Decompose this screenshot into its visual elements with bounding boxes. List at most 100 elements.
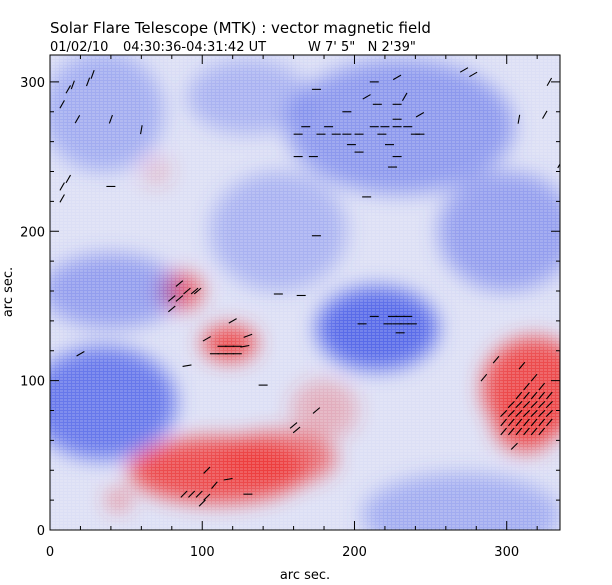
x-tick-label: 0 [46, 545, 54, 560]
vector-segment-36 [530, 391, 538, 400]
vector-segment-16 [507, 418, 515, 427]
vector-segment-27 [545, 409, 553, 418]
vector-segment-64 [167, 305, 176, 313]
vector-segment-39 [523, 382, 530, 391]
plot-frame [49, 54, 561, 531]
vector-segment-20 [538, 418, 546, 427]
x-tick-label: 300 [494, 545, 519, 560]
subtitle-time: 04:30:36-04:31:42 UT [123, 40, 266, 55]
vector-segment-5 [223, 477, 233, 481]
vector-segment-18 [523, 418, 530, 427]
vector-segment-32 [538, 400, 546, 409]
vector-segment-133 [312, 407, 321, 414]
vector-segment-114 [65, 85, 71, 94]
vector-segment-31 [530, 400, 538, 409]
plot-area [50, 55, 560, 530]
vector-segment-126 [542, 110, 548, 119]
y-tick-label: 300 [20, 76, 45, 91]
vector-segment-33 [545, 400, 553, 409]
vector-segment-24 [522, 409, 531, 418]
vector-segment-58 [182, 364, 192, 368]
vector-segment-44 [492, 355, 500, 364]
vector-segment-124 [459, 67, 469, 73]
y-tick-label: 200 [20, 225, 45, 240]
vector-segment-25 [530, 409, 538, 418]
vector-segment-4 [211, 481, 218, 489]
vector-segment-12 [523, 427, 530, 436]
vector-segment-45 [480, 373, 488, 382]
vector-segment-29 [515, 400, 523, 409]
vector-segment-121 [108, 114, 113, 124]
vector-segment-128 [557, 162, 560, 169]
vector-segment-38 [546, 391, 553, 400]
vector-segment-37 [538, 391, 546, 400]
vector-segment-26 [538, 409, 546, 418]
vector-segment-23 [515, 409, 523, 418]
vector-segment-35 [523, 391, 530, 400]
vector-segment-104 [392, 74, 402, 81]
vector-segment-43 [518, 361, 526, 370]
x-tick-label: 200 [342, 545, 367, 560]
vector-segment-118 [59, 194, 65, 203]
chart-title: Solar Flare Telescope (MTK) : vector mag… [50, 19, 431, 37]
vector-segment-2 [195, 490, 203, 498]
vector-segment-131 [292, 426, 301, 434]
vector-segment-97 [362, 94, 371, 100]
vector-segment-57 [202, 336, 211, 342]
vector-segment-111 [86, 77, 91, 87]
vector-segment-19 [530, 418, 538, 427]
vector-segment-130 [289, 422, 298, 429]
vector-field [59, 67, 560, 507]
vector-segment-59 [167, 295, 176, 302]
vector-segment-56 [228, 318, 237, 324]
vector-segment-9 [500, 427, 507, 436]
vector-segment-42 [510, 442, 518, 450]
vector-segment-1 [188, 490, 196, 498]
vector-segment-116 [59, 182, 65, 191]
vector-segment-8 [198, 499, 206, 507]
vector-segment-34 [515, 391, 523, 400]
vector-segment-7 [203, 466, 211, 474]
x-axis-label: arc sec. [280, 568, 330, 583]
vector-segment-15 [500, 418, 507, 427]
x-tick-label: 100 [190, 545, 215, 560]
vector-segment-112 [90, 70, 95, 79]
vector-segment-113 [70, 80, 75, 90]
vector-segment-0 [180, 490, 188, 498]
vector-segment-10 [507, 427, 515, 436]
vector-segment-54 [240, 344, 250, 348]
subtitle-date: 01/02/10 [50, 40, 108, 55]
vector-segment-129 [517, 114, 521, 124]
vector-segment-22 [507, 409, 515, 418]
vector-segment-3 [203, 493, 211, 501]
vector-segment-122 [76, 351, 85, 357]
vector-segment-17 [515, 418, 523, 427]
vector-segment-11 [515, 427, 523, 436]
vector-segment-65 [193, 287, 202, 295]
subtitle-coords: W 7' 5" N 2'39" [308, 40, 416, 55]
vector-segment-46 [546, 418, 553, 427]
vector-segment-127 [546, 77, 553, 87]
vector-segment-14 [538, 427, 546, 436]
vector-segment-40 [538, 382, 546, 391]
vector-segment-60 [175, 295, 184, 302]
vector-segment-13 [530, 427, 538, 436]
vector-segment-28 [507, 400, 515, 409]
scan-texture [50, 55, 560, 530]
vector-segment-106 [401, 92, 408, 101]
y-tick-label: 100 [20, 375, 45, 390]
vector-segment-21 [500, 409, 508, 418]
vector-segment-62 [190, 287, 199, 295]
vector-segment-55 [243, 333, 253, 338]
vector-segment-119 [74, 115, 81, 124]
x-axis: 0 100 200 300 [46, 55, 538, 560]
y-axis-label: arc sec. [1, 267, 16, 317]
vector-segment-120 [140, 125, 143, 135]
vector-segment-61 [183, 287, 191, 295]
vector-segment-63 [175, 280, 184, 287]
vector-segment-105 [415, 112, 425, 118]
y-tick-label: 0 [37, 524, 45, 539]
vector-segment-30 [522, 400, 531, 409]
vector-segment-117 [65, 174, 71, 184]
